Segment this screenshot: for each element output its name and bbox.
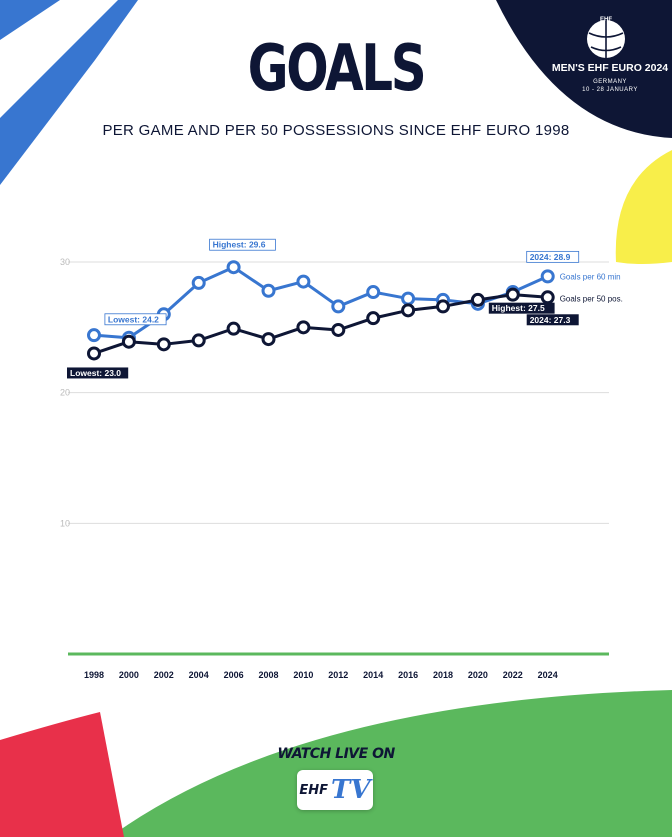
- ehf-tv-logo-ehf: EHF: [299, 782, 329, 798]
- annotation-box: [209, 238, 276, 251]
- data-point: [296, 274, 311, 289]
- red-shape: [0, 712, 124, 837]
- annotation-box: [104, 313, 167, 326]
- data-point: [401, 291, 416, 306]
- x-tick-label: 2024: [538, 670, 558, 680]
- brand-corner-shape: [496, 0, 672, 138]
- data-point: [226, 321, 241, 336]
- data-point: [156, 337, 171, 352]
- annotation-label: 2024: 28.9: [530, 252, 571, 262]
- x-tick-label: 2022: [503, 670, 523, 680]
- x-tick-label: 2010: [293, 670, 313, 680]
- x-tick-label: 2002: [154, 670, 174, 680]
- data-point: [226, 260, 241, 275]
- watch-live-label: WATCH LIVE ON: [277, 746, 395, 762]
- data-point: [191, 333, 206, 348]
- y-tick-label: 30: [60, 257, 70, 267]
- data-point: [87, 328, 101, 343]
- series-label: Goals per 50 pos.: [560, 294, 623, 303]
- annotation-label: Highest: 27.5: [492, 303, 545, 313]
- brand-name: MEN'S EHF EURO 2024: [551, 62, 669, 74]
- x-tick-label: 1998: [84, 670, 104, 680]
- x-tick-label: 2000: [119, 670, 139, 680]
- x-tick-label: 2020: [468, 670, 488, 680]
- data-point: [505, 287, 520, 302]
- ehf-tv-logo[interactable]: EHF TV: [297, 770, 373, 810]
- x-tick-label: 2016: [398, 670, 418, 680]
- x-tick-label: 2014: [363, 670, 383, 680]
- annotation-label: Lowest: 24.2: [108, 314, 159, 324]
- annotation-label: 2024: 27.3: [530, 315, 571, 325]
- yellow-shape: [615, 150, 672, 264]
- annotation-label: Highest: 29.6: [213, 240, 266, 250]
- brand-host: GERMANY: [593, 79, 627, 85]
- page-title: GOALS: [247, 32, 427, 106]
- data-point: [261, 332, 276, 347]
- annotation-label: Lowest: 23.0: [70, 368, 121, 378]
- green-shape: [110, 690, 672, 837]
- blue-corner-shape: [0, 0, 60, 40]
- annotation-box: [488, 302, 555, 314]
- data-point: [470, 292, 485, 307]
- y-tick-label: 10: [60, 518, 70, 528]
- data-point: [331, 322, 346, 337]
- data-point: [540, 290, 555, 305]
- data-point: [331, 299, 346, 314]
- svg-text:EHF: EHF: [600, 17, 612, 23]
- brand-dates: 10 - 28 JANUARY: [582, 87, 638, 93]
- data-point: [540, 269, 555, 284]
- annotation-box: [526, 314, 579, 326]
- data-point: [366, 311, 381, 326]
- data-point: [261, 283, 276, 298]
- page-subtitle: PER GAME AND PER 50 POSSESSIONS SINCE EH…: [102, 122, 570, 139]
- data-point: [296, 320, 311, 335]
- handball-icon: EHF: [587, 17, 625, 58]
- series-label: Goals per 60 min: [560, 272, 621, 281]
- x-tick-label: 2006: [224, 670, 244, 680]
- y-tick-label: 20: [60, 388, 70, 398]
- data-point: [401, 303, 416, 318]
- blue-slash-shape: [0, 0, 138, 185]
- x-tick-label: 2008: [258, 670, 278, 680]
- x-tick-label: 2004: [189, 670, 209, 680]
- x-tick-label: 2012: [328, 670, 348, 680]
- data-point: [121, 334, 136, 349]
- annotation-box: [526, 250, 580, 263]
- x-tick-label: 2018: [433, 670, 453, 680]
- data-point: [436, 299, 450, 314]
- ehf-tv-logo-tv: TV: [331, 775, 371, 805]
- data-point: [191, 275, 206, 290]
- data-point: [87, 346, 101, 361]
- data-point: [366, 285, 381, 300]
- annotation-box: [67, 367, 129, 379]
